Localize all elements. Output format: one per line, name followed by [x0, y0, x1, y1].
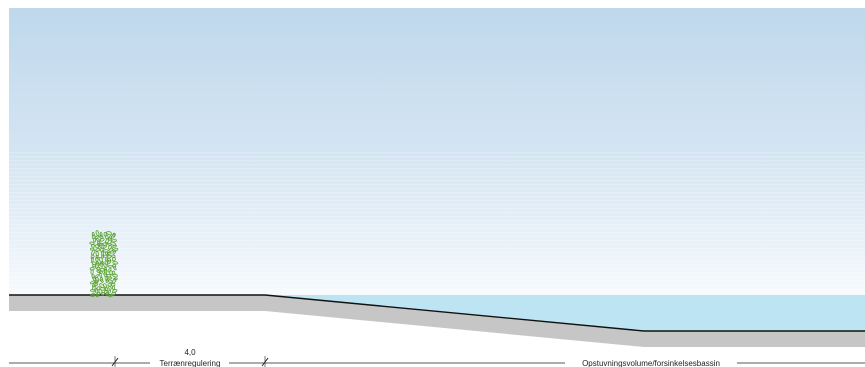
hedge-leaf: [95, 292, 101, 298]
hedge-leaf: [92, 285, 96, 291]
hedge-leaf: [95, 250, 99, 257]
ground-surface-line: [9, 294, 865, 332]
hedge-leaf: [99, 247, 104, 252]
dimension-tick-icon: [111, 356, 119, 367]
hedge-leaf: [94, 244, 100, 249]
hedge-leaf: [100, 279, 104, 283]
ground-fill: [9, 295, 865, 347]
hedge-leaf: [90, 289, 96, 293]
hedge-leaf: [90, 293, 96, 297]
hedge-leaf: [110, 291, 116, 297]
hedge-leaf: [107, 276, 113, 280]
hedge-leaf: [106, 259, 112, 265]
dimension-value: 4,0: [184, 348, 196, 357]
hedge-leaf: [111, 254, 116, 258]
hedge-leaf: [103, 283, 107, 288]
hedge-leaf: [105, 292, 109, 297]
hedge-leaf: [98, 256, 104, 263]
hedge-leaf: [89, 241, 95, 245]
hedge-leaf: [96, 266, 101, 271]
hedge-leaf: [106, 252, 112, 255]
hedge-leaf: [90, 269, 94, 275]
water-body: [265, 295, 865, 331]
hedge-leaf: [112, 250, 116, 255]
hedge-leaf: [107, 264, 113, 268]
hedge-icon: [89, 230, 119, 298]
label-retention-basin: Opstuvningsvolume/forsinkelsesbassin: [582, 359, 720, 367]
hedge-leaf: [112, 244, 117, 248]
hedge-leaf: [90, 244, 96, 248]
hedge-leaf: [102, 244, 107, 249]
sky-stripes: [9, 150, 865, 295]
dimension-tick-icon: [261, 356, 269, 367]
hedge-leaf: [112, 278, 117, 284]
hedge-leaf: [92, 237, 96, 243]
hedge-leaf: [95, 248, 101, 252]
hedge-leaf: [95, 257, 99, 262]
hedge-leaf: [101, 251, 105, 256]
hedge-leaf: [111, 285, 115, 290]
hedge-leaf: [100, 237, 105, 242]
hedge-leaf: [99, 231, 103, 238]
hedge-leaf: [99, 283, 105, 289]
hedge-leaf: [107, 285, 112, 290]
hedge-leaf: [106, 274, 112, 278]
hedge-leaf: [108, 247, 114, 252]
hedge-leaf: [95, 288, 99, 294]
hedge-leaf: [90, 247, 95, 251]
hedge-leaf: [112, 273, 118, 278]
hedge-leaf: [94, 273, 99, 279]
hedge-leaf: [100, 292, 105, 296]
hedge-leaf: [111, 233, 116, 239]
label-terrain-regulation: Terrænregulering: [160, 359, 221, 367]
hedge-leaf: [107, 242, 112, 246]
hedge-leaf: [113, 266, 117, 271]
hedge-leaf: [105, 279, 109, 283]
hedge-leaf: [103, 263, 108, 268]
hedge-leaf: [106, 231, 113, 236]
hedge-leaf: [111, 239, 117, 243]
hedge-leaf: [107, 289, 111, 294]
hedge-leaf: [112, 260, 119, 265]
hedge-leaf: [89, 267, 95, 271]
hedge-leaf: [100, 262, 104, 268]
hedge-leaf: [112, 257, 116, 262]
